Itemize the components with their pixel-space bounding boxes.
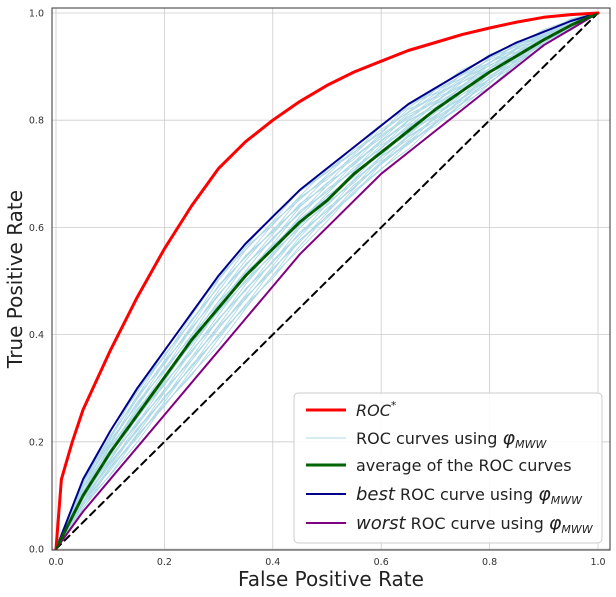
best-roc-line: [55, 12, 599, 550]
legend-worst-word: worst: [356, 513, 407, 534]
y-axis-label: True Positive Rate: [3, 190, 27, 369]
roc-curve-mww: [55, 12, 599, 550]
legend-label-worst: worst ROC curve using φMWW: [356, 512, 594, 536]
x-axis-label: False Positive Rate: [238, 567, 424, 591]
x-tick-label: 0.8: [482, 557, 497, 568]
y-tick-label: 0.2: [29, 437, 44, 448]
x-tick-label: 0.0: [48, 557, 63, 568]
legend-label-best: best ROC curve using φMWW: [356, 483, 583, 507]
roc-curve-mww: [55, 12, 599, 550]
legend-worst-phi: φ: [549, 512, 562, 534]
x-tick-label: 0.4: [265, 557, 280, 568]
legend-best-rest: ROC curve using: [395, 485, 538, 504]
legend-roc-star-word: ROC: [356, 401, 392, 420]
x-tick-labels: 0.0 0.2 0.4 0.6 0.8 1.0: [48, 557, 605, 568]
chance-diagonal-line: [55, 12, 599, 550]
roc-curve-mww: [55, 12, 599, 550]
plot-frame: [51, 7, 611, 551]
legend-worst-sub: MWW: [561, 523, 593, 536]
legend-label-average: average of the ROC curves: [356, 456, 572, 475]
x-tick-label: 0.2: [157, 557, 172, 568]
legend-box: [293, 392, 603, 544]
y-tick-label: 0.4: [29, 330, 44, 341]
y-tick-label: 0.8: [29, 116, 44, 127]
legend-roc-curves-prefix: ROC curves using: [356, 429, 503, 448]
roc-curve-mww: [55, 12, 599, 550]
legend-roc-star-sup: *: [391, 399, 397, 412]
y-tick-labels: 0.0 0.2 0.4 0.6 0.8 1.0: [29, 9, 44, 556]
legend-best-word: best: [356, 484, 396, 505]
legend-roc-curves-phi: φ: [503, 427, 516, 449]
worst-roc-line: [55, 12, 599, 550]
roc-curve-mww: [55, 12, 599, 550]
roc-curve-mww: [55, 12, 599, 550]
legend-best-phi: φ: [538, 483, 551, 505]
legend-best-sub: MWW: [551, 494, 583, 507]
average-roc-dash-overlay: [55, 12, 599, 550]
grid: [52, 8, 610, 550]
roc-curve-mww: [55, 12, 599, 550]
x-tick-label: 1.0: [590, 557, 605, 568]
y-tick-label: 0.0: [29, 545, 44, 556]
roc-curve-mww: [55, 12, 599, 550]
x-tick-label: 0.6: [374, 557, 389, 568]
legend-label-roc-curves: ROC curves using φMWW: [356, 427, 547, 451]
roc-curve-mww: [55, 12, 599, 550]
series-lines: [54, 11, 600, 551]
y-tick-label: 1.0: [29, 9, 44, 20]
roc-curve-mww: [55, 12, 599, 550]
legend-worst-rest: ROC curve using: [406, 514, 549, 533]
legend-label-roc-star: ROC*: [356, 399, 397, 420]
legend-roc-curves-sub: MWW: [515, 438, 547, 451]
roc-star-line: [54, 11, 600, 551]
legend: ROC* ROC curves using φMWW average of th…: [293, 392, 603, 544]
roc-curve-mww: [55, 12, 599, 550]
y-tick-label: 0.6: [29, 223, 44, 234]
